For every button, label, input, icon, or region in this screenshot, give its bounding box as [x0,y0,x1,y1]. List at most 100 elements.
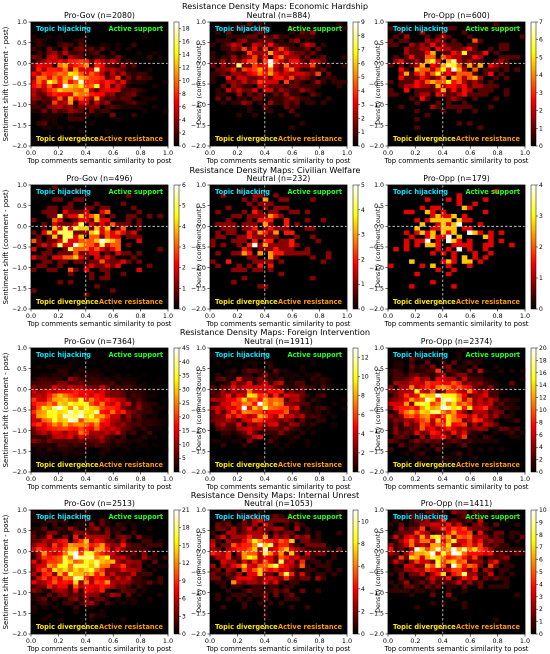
density-cell [278,426,285,431]
density-cell [78,401,84,407]
density-cell [246,226,253,231]
density-cell [414,451,420,456]
density-cell [388,393,394,398]
density-cell [488,67,494,72]
density-cell [146,414,153,419]
density-cell [257,576,263,581]
density-cell [283,405,290,411]
density-cell [246,71,253,77]
density-cell [120,451,127,456]
density-cell [336,22,343,27]
density-cell [445,580,452,585]
density-cell [477,385,484,390]
density-cell [430,393,436,398]
density-cell [461,59,468,64]
density-cell [289,414,295,419]
density-cell [414,88,420,93]
density-cell [461,426,468,431]
density-cell [262,426,269,431]
density-cell [131,572,137,577]
density-cell [46,125,53,130]
density-cell [115,522,121,527]
density-cell [31,530,37,536]
density-cell [398,576,405,581]
density-cell [273,209,279,215]
density-cell [283,230,290,235]
density-cell [430,213,436,219]
density-cell [393,588,399,593]
density-cell [315,543,321,548]
density-cell [482,71,489,77]
density-cell [257,218,263,223]
density-cell [403,551,410,556]
density-cell [246,438,253,444]
density-cell [62,393,69,398]
density-cell [477,88,484,93]
density-cell [398,385,405,390]
density-cell [78,67,84,72]
density-cell [289,55,295,60]
density-cell [241,238,248,244]
density-cell [236,514,242,519]
density-cell [252,576,258,581]
x-tick-label: 0.8 [493,637,503,645]
density-cell [424,55,431,60]
density-cell [73,247,79,252]
density-cell [398,63,405,68]
density-cell [409,426,415,431]
density-cell [477,572,484,577]
density-cell [78,117,84,122]
density-cell [414,514,420,519]
density-cell [236,71,242,77]
density-cell [315,559,321,565]
density-cell [294,71,300,77]
density-cell [283,522,290,527]
density-cell [94,426,100,431]
density-cell [241,63,248,68]
density-cell [278,197,285,202]
density-cell [236,251,242,256]
density-cell [41,555,48,560]
y-tick-label: 0.5 [17,203,27,210]
density-cell [52,526,58,531]
density-cell [488,238,494,244]
density-cell [88,376,95,382]
density-cell [225,572,232,577]
x-axis-label: Top comments semantic similarity to post [383,320,528,328]
density-cell [477,418,484,423]
density-cell [325,410,332,415]
density-cell [456,518,463,523]
density-cell [57,414,63,419]
density-cell [424,418,431,423]
density-cell [141,576,148,581]
density-cell [493,67,499,72]
density-cell [83,67,90,72]
density-cell [252,438,258,444]
density-cell [409,530,415,536]
density-cell [252,255,258,260]
density-cell [461,348,468,353]
density-cell [225,534,232,540]
density-cell [36,121,42,126]
density-cell [215,534,221,540]
density-cell [472,563,478,569]
density-cell [162,108,169,114]
density-cell [294,112,300,118]
density-cell [461,510,468,515]
density-cell [393,389,399,394]
density-cell [57,84,63,89]
colorbar-tick-label: 4 [361,586,365,593]
density-cell [31,547,37,552]
density-cell [278,38,285,43]
density-cell [236,381,242,386]
density-cell [445,79,452,85]
density-cell [461,364,468,369]
density-cell [241,247,248,252]
density-cell [231,100,237,105]
density-cell [498,397,505,403]
density-cell [477,580,484,585]
density-cell [231,547,237,552]
density-cell [246,385,253,390]
density-cell [99,567,106,573]
colorbar [173,21,180,147]
